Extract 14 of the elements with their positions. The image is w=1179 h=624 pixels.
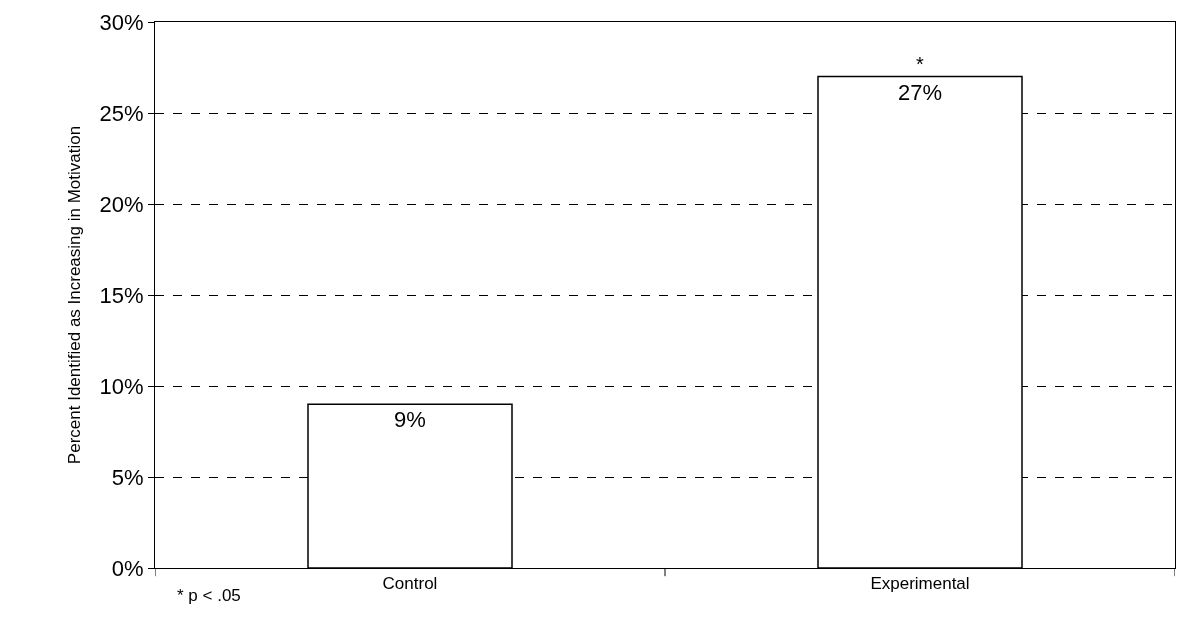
y-tick-label: 5% — [111, 464, 144, 490]
text: 27% — [897, 79, 943, 105]
annotation: * — [916, 53, 924, 75]
y-tick-label: 20% — [99, 191, 144, 217]
text: 9% — [394, 407, 426, 433]
x-tick-label: Experimental — [870, 574, 970, 594]
y-axis-title: Percent Identified as Increasing in Motivation — [65, 125, 85, 465]
x-tick-label: Control — [382, 574, 438, 594]
y-tick-label: 10% — [99, 373, 144, 399]
y-tick-label: 0% — [111, 555, 144, 581]
y-tick-label: 15% — [99, 282, 144, 308]
y-tick-label: 30% — [99, 9, 144, 35]
y-tick-label: 25% — [99, 100, 144, 126]
text: * p < .05 — [177, 586, 241, 605]
